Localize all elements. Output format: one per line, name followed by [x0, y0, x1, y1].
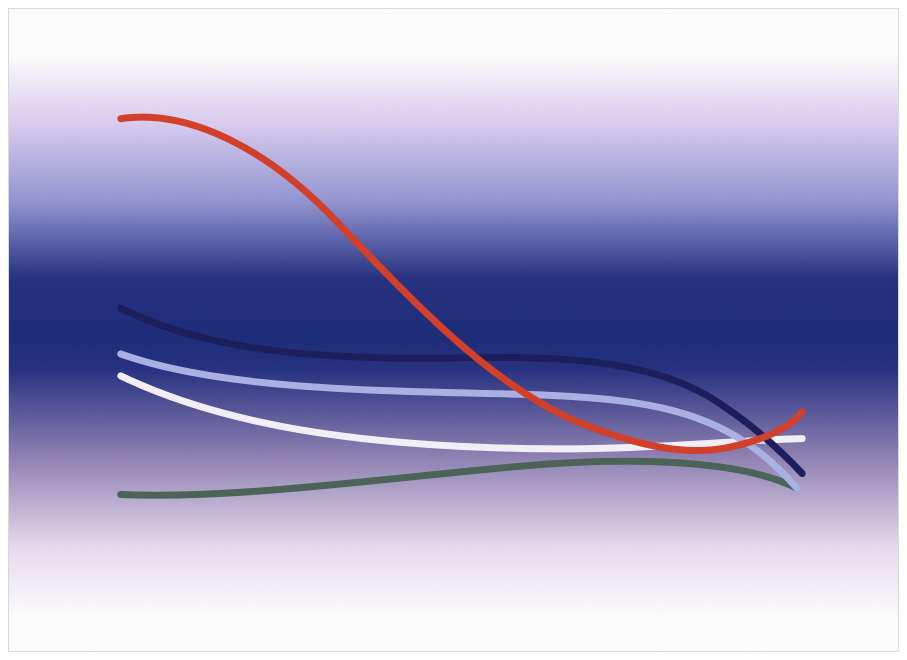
curves-artwork	[9, 9, 898, 651]
image-frame	[8, 8, 899, 652]
film-grain	[9, 9, 898, 651]
